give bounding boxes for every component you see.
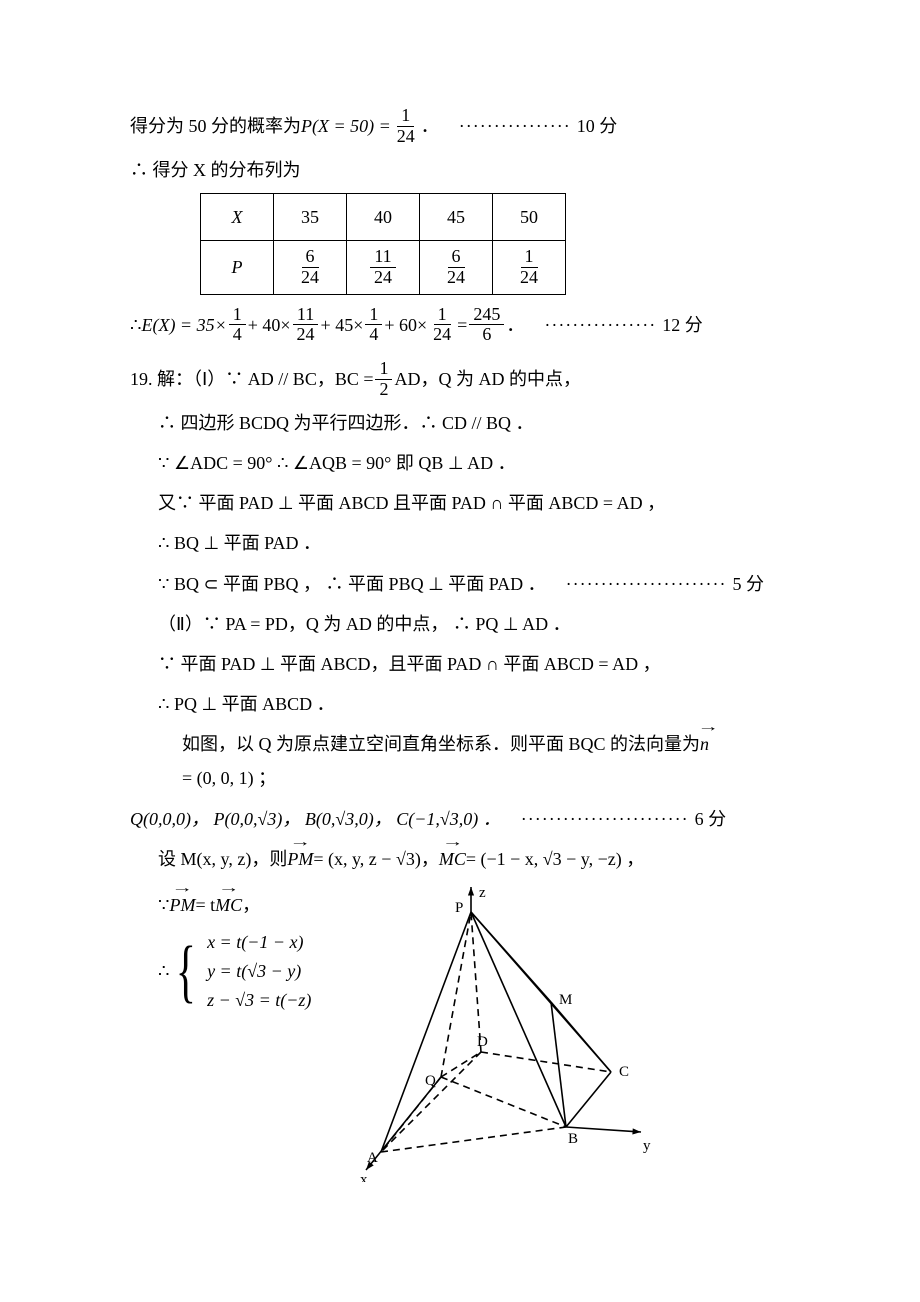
q19-l3: ∵ ∠ADC = 90° ∴ ∠AQB = 90° 即 QB ⊥ AD ． bbox=[130, 446, 790, 480]
q19-l10: 如图，以 Q 为原点建立空间直角坐标系．则平面 BQC 的法向量为 n = (0… bbox=[130, 727, 790, 795]
q19-l12: 设 M(x, y, z)，则 PM = (x, y, z − √3)， MC =… bbox=[130, 842, 790, 876]
q19-l10a: 如图，以 Q 为原点建立空间直角坐标系．则平面 BQC 的法向量为 bbox=[182, 727, 700, 761]
q19-l6dots: ······················· bbox=[566, 567, 727, 601]
dist-intro: ∴ 得分 X 的分布列为 bbox=[130, 153, 790, 187]
vec-mc1: MC bbox=[439, 842, 466, 876]
q19-l4: 又∵ 平面 PAD ⊥ 平面 ABCD 且平面 PAD ∩ 平面 ABCD = … bbox=[130, 486, 790, 520]
svg-text:z: z bbox=[479, 885, 486, 901]
q19-l11score: 6 分 bbox=[695, 802, 727, 836]
brace-icon: { bbox=[176, 940, 196, 1003]
cell-45: 45 bbox=[420, 193, 493, 240]
cell-35: 35 bbox=[274, 193, 347, 240]
sys-row-3: z − √3 = t(−z) bbox=[207, 986, 311, 1015]
vec-mc2: MC bbox=[215, 888, 242, 922]
ex-f3: 14 bbox=[365, 305, 382, 346]
p50-score: 10 分 bbox=[577, 109, 618, 143]
half-frac: 12 bbox=[375, 359, 392, 400]
svg-text:A: A bbox=[367, 1150, 378, 1166]
q19-l2: ∴ 四边形 BCDQ 为平行四边形．∴ CD // BQ ． bbox=[130, 406, 790, 440]
table-row: P 624 1124 624 124 bbox=[201, 240, 566, 294]
distribution-table: X 35 40 45 50 P 624 1124 624 124 bbox=[200, 193, 566, 295]
ex-p3: + 60× bbox=[384, 308, 427, 342]
ex-eq: = bbox=[457, 308, 467, 342]
p50-expr: P(X = 50) = bbox=[301, 109, 391, 143]
p50-den: 24 bbox=[393, 127, 419, 147]
svg-text:C: C bbox=[619, 1064, 629, 1080]
q19-l5: ∴ BQ ⊥ 平面 PAD ． bbox=[130, 526, 790, 560]
ex-dots: ················ bbox=[544, 308, 656, 342]
cell-p1: 624 bbox=[274, 240, 347, 294]
svg-text:P: P bbox=[455, 900, 463, 916]
q19-l1: 19. 解：（Ⅰ）∵ AD // BC，BC = 12 AD，Q 为 AD 的中… bbox=[130, 359, 790, 400]
ex-p2: + 45× bbox=[321, 308, 364, 342]
ex-p1: + 40× bbox=[248, 308, 291, 342]
ex-f2: 1124 bbox=[293, 305, 319, 346]
period2: ． bbox=[506, 308, 524, 342]
vec-pm2: PM bbox=[169, 888, 195, 922]
ex-score: 12 分 bbox=[662, 308, 703, 342]
q19-l12c: = (−1 − x, √3 − y, −z) ， bbox=[466, 842, 644, 876]
q19-l11dots: ························ bbox=[521, 802, 689, 836]
sys-prefix: ∴ bbox=[158, 954, 169, 988]
system: ∴ { x = t(−1 − x) y = t(√3 − y) z − √3 =… bbox=[130, 928, 311, 1014]
svg-text:M: M bbox=[559, 992, 572, 1008]
cell-p2: 1124 bbox=[347, 240, 420, 294]
svg-text:Q: Q bbox=[425, 1073, 436, 1089]
svg-text:x: x bbox=[360, 1172, 368, 1182]
svg-text:B: B bbox=[568, 1131, 578, 1147]
sys-row-2: y = t(√3 − y) bbox=[207, 957, 311, 986]
period: ． bbox=[421, 109, 439, 143]
geometry-diagram: z y x P M C B Q D A bbox=[321, 882, 661, 1182]
expectation-line: ∴ E(X) = 35× 14 + 40× 1124 + 45× 14 + 60… bbox=[130, 305, 790, 346]
ex-res: 2456 bbox=[469, 305, 504, 346]
q19-l12a: 设 M(x, y, z)，则 bbox=[158, 842, 287, 876]
sys-row-1: x = t(−1 − x) bbox=[207, 928, 311, 957]
q19-l7: （Ⅱ）∵ PA = PD，Q 为 AD 的中点， ∴ PQ ⊥ AD ． bbox=[130, 607, 790, 641]
svg-text:D: D bbox=[477, 1034, 488, 1050]
ex-head: E(X) = 35× bbox=[141, 308, 226, 342]
ex-f4: 124 bbox=[429, 305, 455, 346]
cell-50: 50 bbox=[493, 193, 566, 240]
ex-prefix: ∴ bbox=[130, 308, 141, 342]
prob-50-line: 得分为 50 分的概率为 P(X = 50) = 1 24 ． ········… bbox=[130, 106, 790, 147]
q19-lead: 19. 解：（Ⅰ）∵ AD // BC，BC = bbox=[130, 362, 373, 396]
cell-X: X bbox=[201, 193, 274, 240]
q19-l12b: = (x, y, z − √3)， bbox=[313, 842, 439, 876]
q19-l6score: 5 分 bbox=[732, 567, 764, 601]
vec-pm1: PM bbox=[287, 842, 313, 876]
q19-l9: ∴ PQ ⊥ 平面 ABCD ． bbox=[130, 687, 790, 721]
ex-f1: 14 bbox=[229, 305, 246, 346]
svg-text:y: y bbox=[643, 1138, 651, 1154]
table-row: X 35 40 45 50 bbox=[201, 193, 566, 240]
p50-dots: ················ bbox=[459, 109, 571, 143]
q19-l10b: = (0, 0, 1) ； bbox=[182, 761, 276, 795]
vec-n: n bbox=[700, 727, 709, 761]
q19-l6: ∵ BQ ⊂ 平面 PBQ ， ∴ 平面 PBQ ⊥ 平面 PAD ． ····… bbox=[130, 567, 790, 601]
cell-40: 40 bbox=[347, 193, 420, 240]
cell-P: P bbox=[201, 240, 274, 294]
p50-num: 1 bbox=[397, 106, 414, 127]
p50-frac: 1 24 bbox=[393, 106, 419, 147]
q19-l6a: ∵ BQ ⊂ 平面 PBQ ， ∴ 平面 PBQ ⊥ 平面 PAD ． bbox=[158, 567, 546, 601]
q19-l8: ∵ 平面 PAD ⊥ 平面 ABCD，且平面 PAD ∩ 平面 ABCD = A… bbox=[130, 647, 790, 681]
cell-p3: 624 bbox=[420, 240, 493, 294]
q19-tail: AD，Q 为 AD 的中点， bbox=[394, 362, 581, 396]
cell-p4: 124 bbox=[493, 240, 566, 294]
p50-prefix: 得分为 50 分的概率为 bbox=[130, 109, 301, 143]
q19-l13: ∵ PM = t MC ， bbox=[130, 888, 311, 922]
